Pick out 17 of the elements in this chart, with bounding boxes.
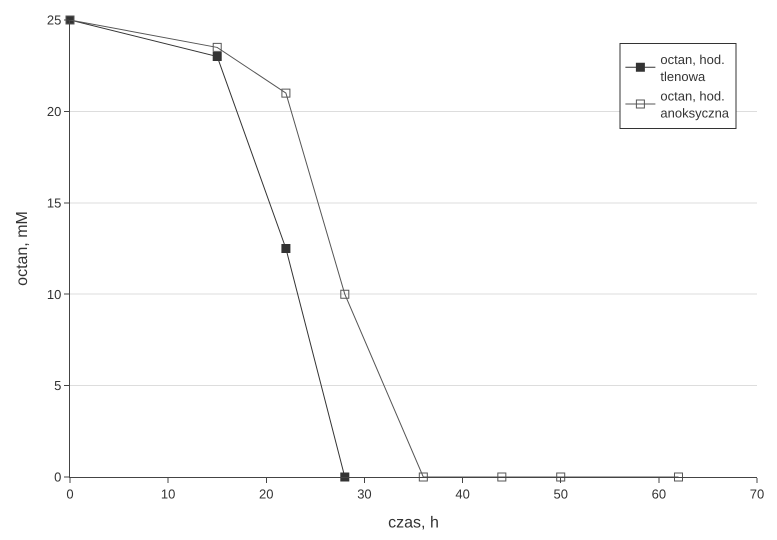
x-axis-title: czas, h bbox=[388, 514, 439, 532]
legend-label: octan, hod. anoksyczna bbox=[660, 88, 730, 121]
x-tick-label: 50 bbox=[553, 486, 568, 502]
y-tick-label: 20 bbox=[46, 104, 62, 119]
x-tick-label: 30 bbox=[357, 486, 372, 502]
y-tick-label: 15 bbox=[46, 195, 62, 210]
x-tick-label: 10 bbox=[160, 486, 176, 502]
y-tick-label: 25 bbox=[46, 12, 62, 28]
x-tick-label: 60 bbox=[652, 486, 666, 502]
y-axis-title: octan, mM bbox=[14, 211, 31, 286]
x-tick-label: 70 bbox=[750, 486, 764, 502]
x-tick-label: 40 bbox=[455, 486, 470, 502]
x-tick-label: 20 bbox=[259, 486, 274, 502]
x-tick-label: 0 bbox=[66, 486, 74, 502]
y-tick-label: 10 bbox=[46, 286, 62, 302]
y-tick-label: 5 bbox=[54, 378, 62, 394]
y-tick-label: 0 bbox=[54, 470, 62, 485]
